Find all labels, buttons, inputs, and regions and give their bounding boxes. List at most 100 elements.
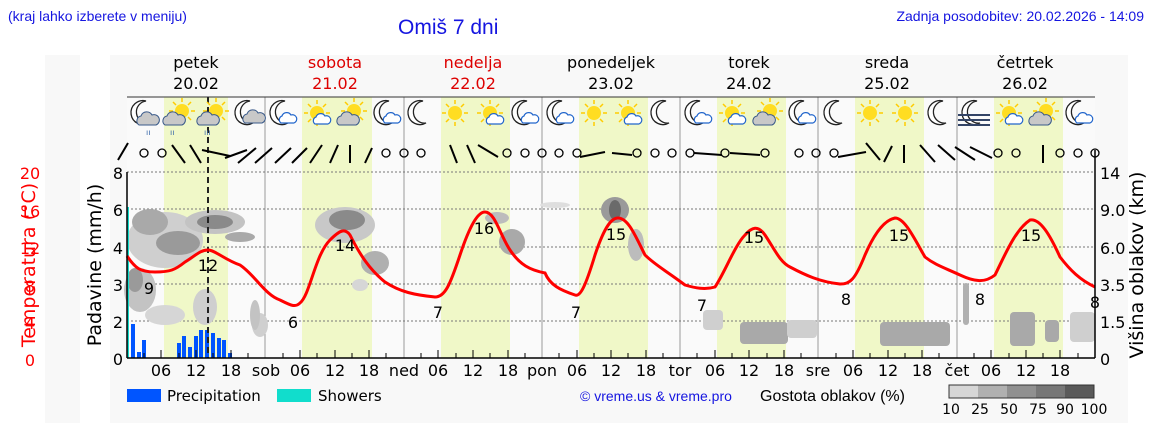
chart-text: 12	[1016, 361, 1036, 380]
chart-text: 18	[1050, 361, 1070, 380]
chart-text: 20	[20, 164, 40, 183]
chart-text: 6	[113, 201, 123, 220]
chart-text: 14	[335, 236, 355, 255]
x-tick-labels: 06 12 18 sob 06 12 18 ned 06 12 18 pon 06 12 18 tor …	[151, 361, 1070, 380]
temp-axis-label: Temperatura (°C)	[18, 183, 40, 348]
chart-text: 18	[636, 361, 656, 380]
weather-icons: ıı ıı ııı	[130, 97, 1094, 137]
showers-bar	[127, 207, 129, 358]
chart-text: 25	[971, 402, 989, 418]
chart-text: 7	[697, 296, 707, 315]
chart-text: 14	[1100, 164, 1120, 183]
chart-text: tor	[669, 361, 692, 380]
chart-text: 8	[25, 277, 35, 296]
chart-text: 9	[144, 279, 154, 298]
chart-text: 6	[288, 313, 298, 332]
showers-swatch	[277, 389, 311, 402]
day-date: 22.02	[450, 74, 496, 93]
temp-axis-panel	[45, 55, 80, 423]
chart-text: 18	[221, 361, 241, 380]
chart-text: pon	[527, 361, 557, 380]
chart-text: 12	[186, 361, 206, 380]
precip-axis-label: Padavine (mm/h)	[84, 184, 106, 347]
chart-text: 12	[601, 361, 621, 380]
chart-text: 0	[113, 350, 123, 369]
chart-text: 06	[981, 361, 1001, 380]
day-name: ponedeljek	[567, 53, 656, 72]
chart-text: 3	[113, 276, 123, 295]
chart-text: 8	[975, 290, 985, 309]
day-separators	[264, 97, 958, 358]
day-date: 20.02	[173, 74, 219, 93]
moon-cloud-rain-icon: ıı	[130, 99, 160, 137]
chart-text: 4	[113, 239, 123, 258]
region-hint[interactable]: (kraj lahko izberete v meniju)	[8, 8, 187, 24]
day-name: nedelja	[444, 53, 503, 72]
chart-text: 06	[290, 361, 310, 380]
chart-text: 18	[498, 361, 518, 380]
chart-text: 12	[325, 361, 345, 380]
page-title: Omiš 7 dni	[398, 16, 499, 39]
chart-text: ned	[389, 361, 419, 380]
chart-text: sre	[806, 361, 830, 380]
chart-text: 0	[1100, 350, 1110, 369]
chart-text: 18	[912, 361, 932, 380]
day-name: četrtek	[997, 53, 1055, 72]
precipitation-swatch	[127, 389, 161, 402]
legend-showers: Showers	[318, 387, 382, 405]
day-date: 24.02	[726, 74, 772, 93]
chart-text: 06	[567, 361, 587, 380]
temperature-line	[125, 210, 1096, 308]
chart-text: 12	[878, 361, 898, 380]
chart-text: 06	[705, 361, 725, 380]
day-name: petek	[173, 53, 219, 72]
chart-text: 3.5	[1100, 276, 1125, 295]
cloud-density	[124, 197, 1095, 346]
chart-text: sob	[252, 361, 280, 380]
legend-precipitation: Precipitation	[167, 387, 261, 405]
cloud-density-scale: 10 25 50 75 90 100	[942, 384, 1108, 418]
day-name: sobota	[308, 53, 362, 72]
chart-text: 90	[1056, 402, 1074, 418]
chart-text: 15	[744, 228, 764, 247]
chart-text: 75	[1029, 402, 1047, 418]
chart-text: 7	[433, 303, 443, 322]
chart-text: 18	[359, 361, 379, 380]
chart-text: 12	[20, 239, 40, 258]
precip-axis-ticks: 8 6 4 3 2 0	[113, 164, 123, 369]
chart-text: 10	[942, 402, 960, 418]
chart-text: 100	[1081, 402, 1108, 418]
cloud-density-label: Gostota oblakov (%)	[760, 388, 905, 405]
chart-text: 2	[113, 313, 123, 332]
wind-barbs	[117, 142, 1100, 164]
chart-text: 15	[889, 226, 909, 245]
chart-text: 06	[151, 361, 171, 380]
chart-text: 8	[841, 290, 851, 309]
chart-text: 6.0	[1100, 239, 1125, 258]
day-headers: petek 20.02 sobota 21.02 nedelja 22.02 p…	[173, 53, 1054, 93]
legend: Precipitation Showers © vreme.us & vreme…	[127, 384, 1108, 418]
day-date: 26.02	[1002, 74, 1048, 93]
chart-text: 16	[20, 202, 40, 221]
svg-text:ıı: ıı	[170, 128, 174, 137]
chart-text: 12	[463, 361, 483, 380]
x-tick-marks	[143, 350, 1079, 358]
chart-text: 50	[1000, 402, 1018, 418]
cloud-axis-ticks: 14 9.0 6.0 3.5 1.5 0	[1100, 164, 1125, 369]
chart-text: 9.0	[1100, 201, 1125, 220]
last-updated: Zadnja posodobitev: 20.02.2026 - 14:09	[896, 8, 1144, 24]
chart-text: 1.5	[1100, 313, 1125, 332]
svg-text:ıı: ıı	[146, 128, 150, 137]
day-date: 21.02	[312, 74, 358, 93]
temp-axis-ticks: 20 16 12 8 4 0	[20, 164, 40, 370]
day-date: 25.02	[864, 74, 910, 93]
chart-text: 06	[843, 361, 863, 380]
precipitation-bars	[131, 324, 232, 358]
sun-cloud-rain-icon: ııı	[196, 97, 230, 137]
chart-text: 18	[774, 361, 794, 380]
cloud-axis-label: Višina oblakov (km)	[1126, 172, 1148, 359]
chart-text: 12	[739, 361, 759, 380]
credit-link[interactable]: © vreme.us & vreme.pro	[580, 388, 732, 404]
chart-text: 4	[25, 314, 35, 333]
